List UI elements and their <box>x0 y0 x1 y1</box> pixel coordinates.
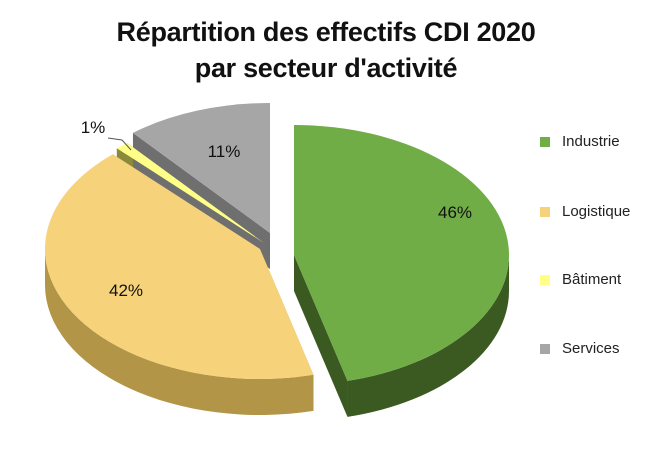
legend-swatch-industrie <box>540 137 550 147</box>
pie-side-logistique-0 <box>45 249 314 415</box>
legend-label-logistique: Logistique <box>562 203 631 220</box>
chart-title: Répartition des effectifs CDI 2020 par s… <box>0 14 652 86</box>
legend-label-services: Services <box>562 340 620 357</box>
legend-label-industrie: Industrie <box>562 133 620 150</box>
legend-label-batiment: Bâtiment <box>562 271 622 288</box>
pie-slice-services <box>132 103 270 233</box>
slice-label-services: 11% <box>208 142 241 161</box>
legend-swatch-logistique <box>540 207 550 217</box>
chart-title-line2: par secteur d'activité <box>194 53 458 83</box>
leader-line-batiment <box>107 137 132 151</box>
pie-side-industrie-0 <box>347 255 509 417</box>
pie-slice-industrie <box>294 125 510 381</box>
slice-label-industrie: 46% <box>438 203 472 222</box>
pie-wall-industrie-1 <box>294 255 348 417</box>
chart-title-line1: Répartition des effectifs CDI 2020 <box>116 17 536 47</box>
legend-swatch-services <box>540 344 550 354</box>
pie-slice-batiment <box>116 142 264 243</box>
slice-label-batiment: 1% <box>81 118 106 137</box>
legend-swatch-batiment <box>540 275 550 285</box>
slice-label-logistique: 42% <box>109 281 143 300</box>
pie-slice-logistique <box>45 154 314 379</box>
